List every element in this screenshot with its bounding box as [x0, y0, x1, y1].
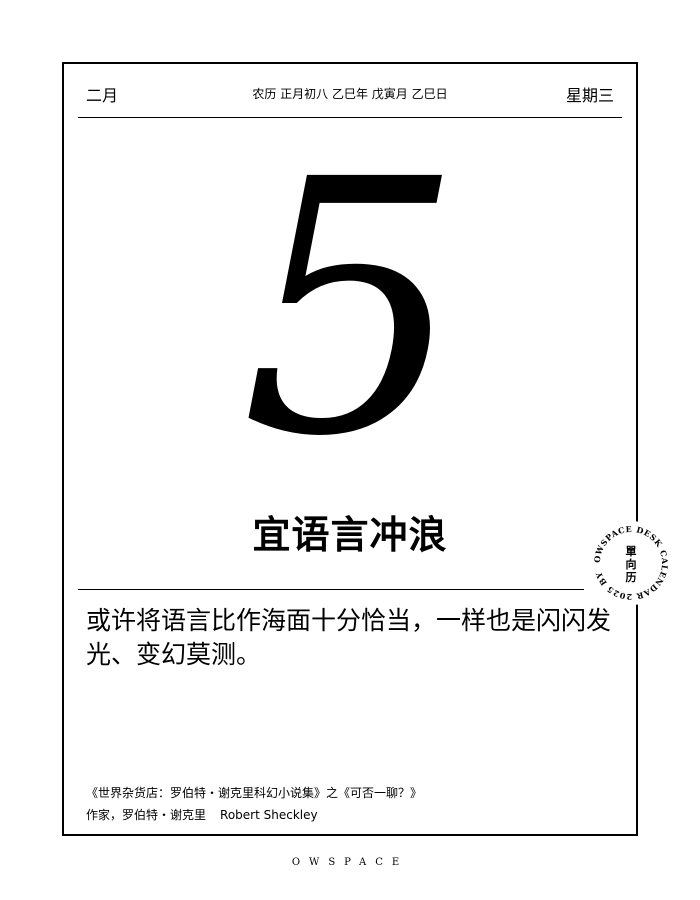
calendar-card: 二月 农历 正月初八 乙巳年 戊寅月 乙巳日 星期三 5 宜语言冲浪 或许将语言…: [62, 62, 638, 836]
quote-source: 《世界杂货店：罗伯特・谢克里科幻小说集》之《可否一聊？》: [86, 786, 423, 800]
owspace-stamp-logo: OWSPACE DESK CALENDAR 2025 BY 單 向 历: [589, 521, 673, 605]
weekday-label: 星期三: [565, 86, 614, 105]
footer-brand: OWSPACE: [291, 857, 409, 868]
author-name-en: Robert Sheckley: [220, 808, 318, 822]
suitable-activity: 宜语言冲浪: [252, 512, 448, 557]
quote-author: 作家，罗伯特・谢克里 Robert Sheckley: [86, 806, 318, 823]
svg-text:向: 向: [626, 557, 637, 571]
quote-divider: [78, 589, 584, 590]
lunar-date: 农历 正月初八 乙巳年 戊寅月 乙巳日: [252, 87, 448, 101]
month-label: 二月: [86, 86, 119, 105]
author-name-cn: 作家，罗伯特・谢克里: [86, 808, 207, 822]
header-divider: [78, 117, 622, 118]
svg-text:历: 历: [626, 571, 637, 584]
quote-text: 或许将语言比作海面十分恰当，一样也是闪闪发光、变幻莫测。: [86, 606, 612, 669]
svg-text:單: 單: [626, 545, 637, 558]
day-number: 5: [240, 105, 464, 513]
